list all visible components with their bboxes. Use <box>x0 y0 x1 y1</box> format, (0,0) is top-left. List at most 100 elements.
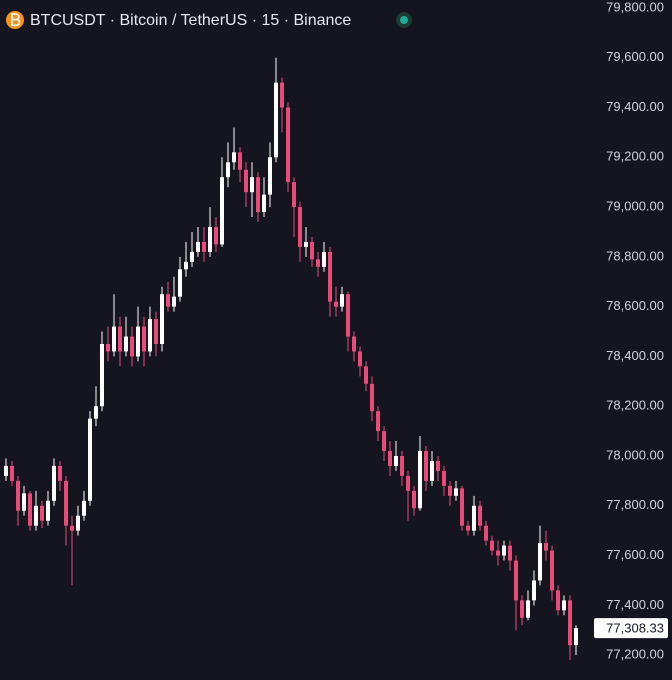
candle-body <box>52 465 56 501</box>
candle-body <box>40 505 44 521</box>
candle-body <box>208 226 212 252</box>
candle-body <box>88 418 92 501</box>
y-tick-label: 77,800.00 <box>606 497 664 512</box>
candle-body <box>454 488 458 496</box>
candle-body <box>346 294 350 337</box>
candle-body <box>256 177 260 213</box>
candle-body <box>106 343 110 352</box>
candle-body <box>532 580 536 601</box>
candle-body <box>232 152 236 163</box>
candle-body <box>10 465 14 481</box>
candle-body <box>514 560 518 601</box>
candle-body <box>466 525 470 531</box>
candle-body <box>82 500 86 516</box>
candle-body <box>424 451 428 481</box>
candle-body <box>166 294 170 307</box>
candle-body <box>412 490 416 509</box>
last-price-box <box>594 618 668 639</box>
candle-body <box>112 326 116 352</box>
candle-body <box>520 600 524 618</box>
candle-body <box>340 294 344 307</box>
candle-body <box>196 241 200 252</box>
candle-body <box>190 251 194 262</box>
y-tick-label: 78,400.00 <box>606 348 664 363</box>
candles <box>4 57 578 661</box>
candle-body <box>406 475 410 491</box>
candle-body <box>526 600 530 618</box>
candle-body <box>268 157 272 195</box>
symbol-glyph <box>11 13 21 27</box>
candle-body <box>178 269 182 297</box>
candle-body <box>490 540 494 551</box>
candle-body <box>94 406 98 419</box>
candle-body <box>286 107 290 183</box>
candle-body <box>544 543 548 551</box>
y-tick-label: 79,200.00 <box>606 149 664 164</box>
candle-body <box>130 336 134 357</box>
y-tick-label: 78,600.00 <box>606 298 664 313</box>
candle-body <box>388 451 392 466</box>
candle-body <box>244 169 248 193</box>
candle-body <box>436 460 440 471</box>
candle-body <box>118 326 122 352</box>
candle-body <box>250 177 254 193</box>
candle-body <box>34 505 38 526</box>
candle-body <box>568 600 572 646</box>
candle-body <box>310 241 314 260</box>
candle-body <box>328 251 332 302</box>
candle-body <box>238 152 242 170</box>
candle-body <box>448 485 452 496</box>
candle-body <box>352 336 356 352</box>
candle-body <box>574 628 578 646</box>
candle-body <box>160 294 164 344</box>
y-tick-label: 78,000.00 <box>606 447 664 462</box>
candle-body <box>142 326 146 352</box>
y-tick-label: 77,600.00 <box>606 547 664 562</box>
candle-body <box>334 301 338 307</box>
candle-body <box>460 488 464 526</box>
y-tick-label: 78,200.00 <box>606 398 664 413</box>
price-axis: 79,800.00 79,600.00 79,400.00 79,200.00 79,0… <box>594 0 668 662</box>
y-tick-label: 79,600.00 <box>606 49 664 64</box>
candle-body <box>76 515 80 531</box>
candle-body <box>478 505 482 526</box>
candle-body <box>124 336 128 352</box>
chart-title: BTCUSDT · Bitcoin / TetherUS · 15 · Bina… <box>30 12 351 29</box>
candle-body <box>46 500 50 521</box>
candle-body <box>64 480 68 526</box>
candle-body <box>364 366 368 384</box>
candle-body <box>358 351 362 367</box>
candle-body <box>502 545 506 556</box>
candle-body <box>484 525 488 541</box>
candle-body <box>22 493 26 511</box>
y-tick-label: 79,000.00 <box>606 199 664 214</box>
candle-body <box>370 383 374 412</box>
candle-body <box>400 455 404 476</box>
candle-body <box>58 465 62 481</box>
y-tick-label: 79,800.00 <box>606 0 664 14</box>
candle-body <box>430 460 434 481</box>
candle-body <box>298 207 302 247</box>
candle-body <box>508 545 512 561</box>
candle-body <box>16 480 20 511</box>
candle-body <box>394 455 398 466</box>
candle-body <box>322 251 326 267</box>
candle-body <box>442 470 446 486</box>
y-tick-label: 77,200.00 <box>606 647 664 662</box>
candle-body <box>292 182 296 208</box>
candle-body <box>472 505 476 531</box>
candle-body <box>172 296 176 307</box>
candle-body <box>154 319 158 344</box>
candle-body <box>202 241 206 252</box>
candle-body <box>70 525 74 531</box>
candle-body <box>280 82 284 108</box>
candle-body <box>220 177 224 245</box>
candle-body <box>214 226 218 245</box>
status-dot <box>400 16 408 24</box>
last-price-label: 77,308.33 <box>606 621 664 636</box>
y-tick-label: 78,800.00 <box>606 248 664 263</box>
candle-body <box>382 431 386 452</box>
candle-body <box>304 241 308 247</box>
